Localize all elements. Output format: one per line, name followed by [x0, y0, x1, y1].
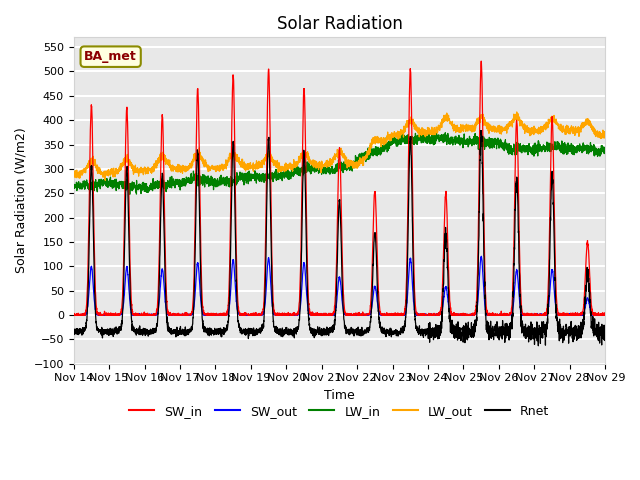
Title: Solar Radiation: Solar Radiation: [276, 15, 403, 33]
Y-axis label: Solar Radiation (W/m2): Solar Radiation (W/m2): [15, 128, 28, 274]
X-axis label: Time: Time: [324, 389, 355, 402]
Text: BA_met: BA_met: [84, 50, 137, 63]
Legend: SW_in, SW_out, LW_in, LW_out, Rnet: SW_in, SW_out, LW_in, LW_out, Rnet: [124, 400, 554, 423]
